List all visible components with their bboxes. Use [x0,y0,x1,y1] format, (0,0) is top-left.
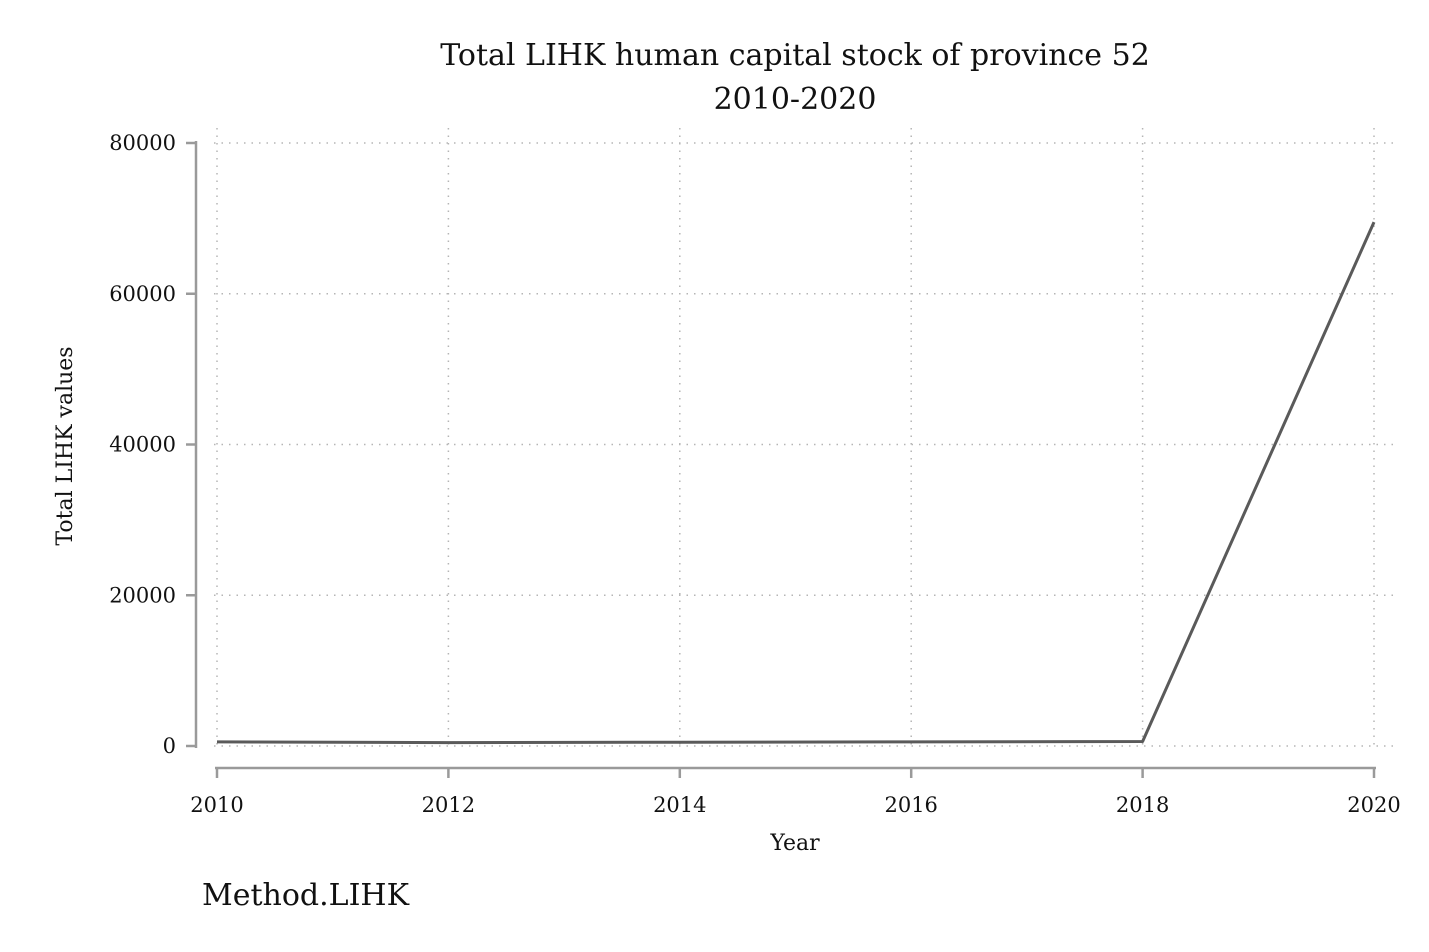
y-axis-ticks: 0 20000 40000 60000 80000 [109,131,196,758]
series [216,221,1376,745]
x-axis-ticks: 2010 2012 2014 2016 2018 2020 [190,768,1401,817]
x-tick-label: 2018 [1116,793,1169,817]
x-axis-title: Year [769,831,820,856]
x-tick-label: 2020 [1347,793,1400,817]
x-tick-label: 2016 [884,793,937,817]
y-tick-label: 40000 [109,433,176,457]
axes [194,141,1376,770]
method-note: Method.LIHK [202,878,410,913]
y-axis-title: Total LIHK values [53,346,78,545]
chart-subtitle: 2010-2020 [714,82,877,117]
y-tick-label: 80000 [109,131,176,155]
chart-title: Total LIHK human capital stock of provin… [440,38,1150,73]
y-tick-label: 0 [163,734,176,758]
y-tick-label: 60000 [109,282,176,306]
x-tick-label: 2014 [653,793,706,817]
x-tick-label: 2010 [190,793,243,817]
x-tick-label: 2012 [422,793,475,817]
grid [214,128,1396,750]
series-line [216,221,1376,745]
y-tick-label: 20000 [109,583,176,607]
